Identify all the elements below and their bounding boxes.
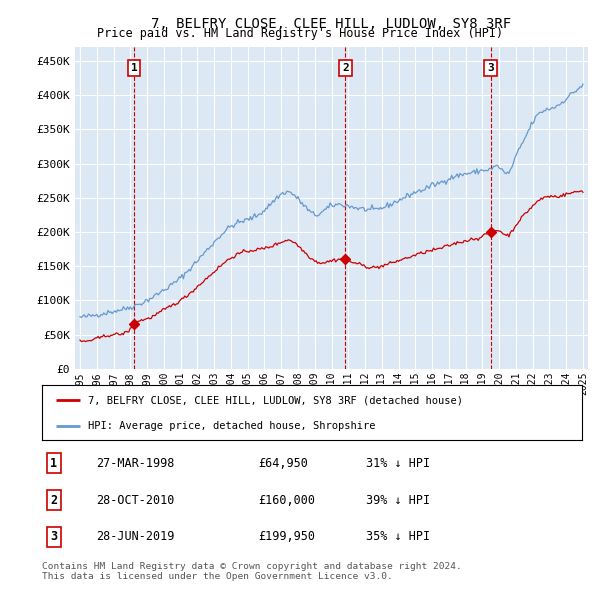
Text: 2: 2 (342, 63, 349, 73)
Text: Price paid vs. HM Land Registry's House Price Index (HPI): Price paid vs. HM Land Registry's House … (97, 27, 503, 40)
Text: 35% ↓ HPI: 35% ↓ HPI (366, 530, 430, 543)
Text: 2: 2 (50, 493, 58, 507)
Text: 7, BELFRY CLOSE, CLEE HILL, LUDLOW, SY8 3RF (detached house): 7, BELFRY CLOSE, CLEE HILL, LUDLOW, SY8 … (88, 395, 463, 405)
Text: 39% ↓ HPI: 39% ↓ HPI (366, 493, 430, 507)
Text: 3: 3 (487, 63, 494, 73)
Text: 3: 3 (50, 530, 58, 543)
Text: 31% ↓ HPI: 31% ↓ HPI (366, 457, 430, 470)
Text: HPI: Average price, detached house, Shropshire: HPI: Average price, detached house, Shro… (88, 421, 376, 431)
Text: £64,950: £64,950 (258, 457, 308, 470)
Text: 1: 1 (50, 457, 58, 470)
Text: 27-MAR-1998: 27-MAR-1998 (96, 457, 175, 470)
Text: £160,000: £160,000 (258, 493, 315, 507)
Text: Contains HM Land Registry data © Crown copyright and database right 2024.
This d: Contains HM Land Registry data © Crown c… (42, 562, 462, 581)
Text: 1: 1 (131, 63, 138, 73)
Text: 28-JUN-2019: 28-JUN-2019 (96, 530, 175, 543)
Text: £199,950: £199,950 (258, 530, 315, 543)
Text: 28-OCT-2010: 28-OCT-2010 (96, 493, 175, 507)
Title: 7, BELFRY CLOSE, CLEE HILL, LUDLOW, SY8 3RF: 7, BELFRY CLOSE, CLEE HILL, LUDLOW, SY8 … (151, 17, 512, 31)
